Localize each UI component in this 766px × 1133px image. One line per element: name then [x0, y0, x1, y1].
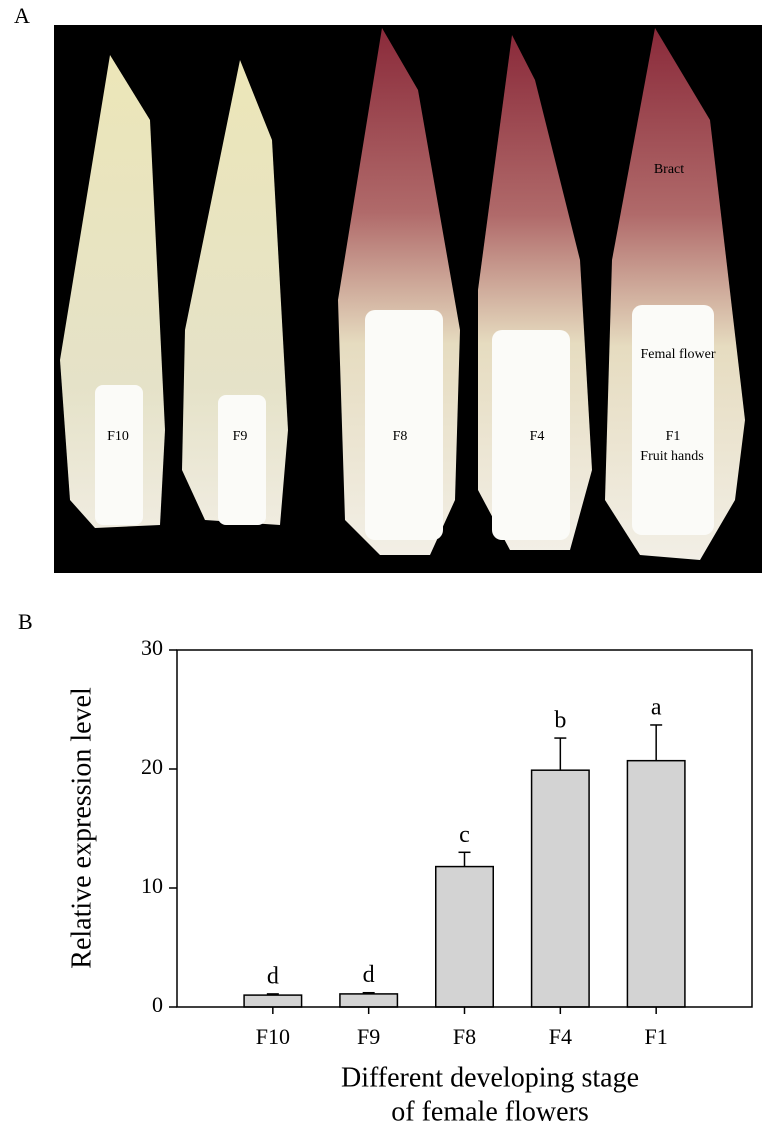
photo-label: F4	[530, 429, 545, 444]
x-axis-title: of female flowers	[391, 1096, 588, 1127]
y-axis-title: Relative expression level	[66, 687, 97, 969]
x-tick-label: F9	[357, 1024, 380, 1049]
panel-label: B	[18, 609, 33, 634]
significance-letter: d	[267, 963, 279, 989]
flower-shape	[218, 395, 266, 525]
y-tick-label: 10	[141, 873, 163, 898]
significance-letter: b	[554, 708, 566, 734]
plot-frame	[176, 649, 753, 1008]
significance-letter: c	[459, 822, 470, 848]
photo-annotation: Femal flower	[640, 347, 715, 362]
photo-label: F1	[666, 429, 681, 444]
photo-label: F8	[393, 429, 408, 444]
bar	[626, 759, 686, 1008]
y-tick-label: 20	[141, 754, 163, 779]
x-tick-label: F10	[256, 1024, 290, 1049]
bar	[435, 865, 494, 1008]
x-tick-label: F8	[453, 1024, 476, 1049]
significance-letter: a	[651, 694, 662, 720]
photo-annotation: Bract	[654, 162, 684, 177]
flower-shape	[632, 305, 714, 535]
panel-label: A	[14, 3, 30, 28]
photo-label: F10	[107, 429, 129, 444]
photo: F10 F9 F8 F4 F1 Fruit hands Bract Femal …	[54, 25, 762, 573]
photo-annotation: Fruit hands	[640, 449, 703, 464]
bar	[243, 994, 303, 1008]
flower-shape	[492, 330, 570, 540]
bar	[339, 993, 399, 1008]
x-axis-title: Different developing stage	[341, 1062, 639, 1093]
y-tick-label: 30	[141, 635, 163, 660]
flower-shape	[365, 310, 443, 540]
y-tick-label: 0	[152, 992, 163, 1017]
flower-shape	[95, 385, 143, 525]
x-tick-label: F1	[645, 1024, 668, 1049]
significance-letter: d	[363, 962, 375, 988]
photo-label: F9	[233, 429, 248, 444]
x-tick-label: F4	[549, 1024, 572, 1049]
bar	[530, 769, 590, 1008]
